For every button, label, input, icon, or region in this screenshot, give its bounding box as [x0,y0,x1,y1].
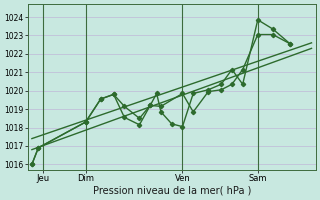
X-axis label: Pression niveau de la mer( hPa ): Pression niveau de la mer( hPa ) [92,186,251,196]
